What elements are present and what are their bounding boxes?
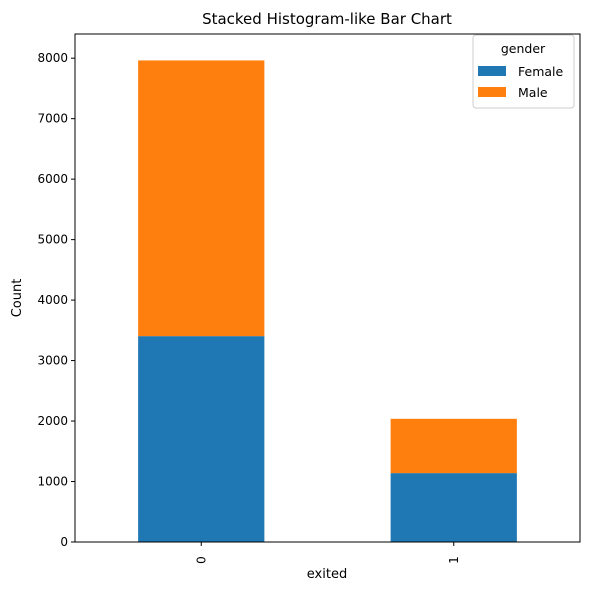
bar-female-0 [138,336,265,542]
y-tick-label-5000: 5000 [37,233,68,247]
bar-male-1 [390,418,517,474]
legend-label-male: Male [518,85,548,100]
chart-title: Stacked Histogram-like Bar Chart [202,10,452,28]
legend-label-female: Female [518,64,564,79]
bar-female-1 [390,473,517,542]
y-tick-label-3000: 3000 [37,354,68,368]
y-tick-label-6000: 6000 [37,172,68,186]
legend-swatch-male [478,87,506,97]
legend: gender Female Male [472,34,575,109]
y-tick-label-8000: 8000 [37,51,68,65]
y-tick-label-4000: 4000 [37,293,68,307]
x-tick-label-0: 0 [194,556,208,564]
y-axis-label: Count [10,279,25,318]
x-tick-label-1: 1 [447,556,461,564]
plot-area: 0 1 0 1000 2000 3000 4000 5000 6000 7000 8000 [37,33,581,564]
bar-male-0 [138,60,265,337]
legend-title: gender [501,41,546,56]
y-tick-label-2000: 2000 [37,414,68,428]
x-axis-label: exited [307,567,347,582]
y-tick-label-0: 0 [60,535,68,549]
y-tick-label-1000: 1000 [37,475,68,489]
legend-swatch-female [478,66,506,76]
axes-frame [74,33,581,543]
y-tick-label-7000: 7000 [37,112,68,126]
